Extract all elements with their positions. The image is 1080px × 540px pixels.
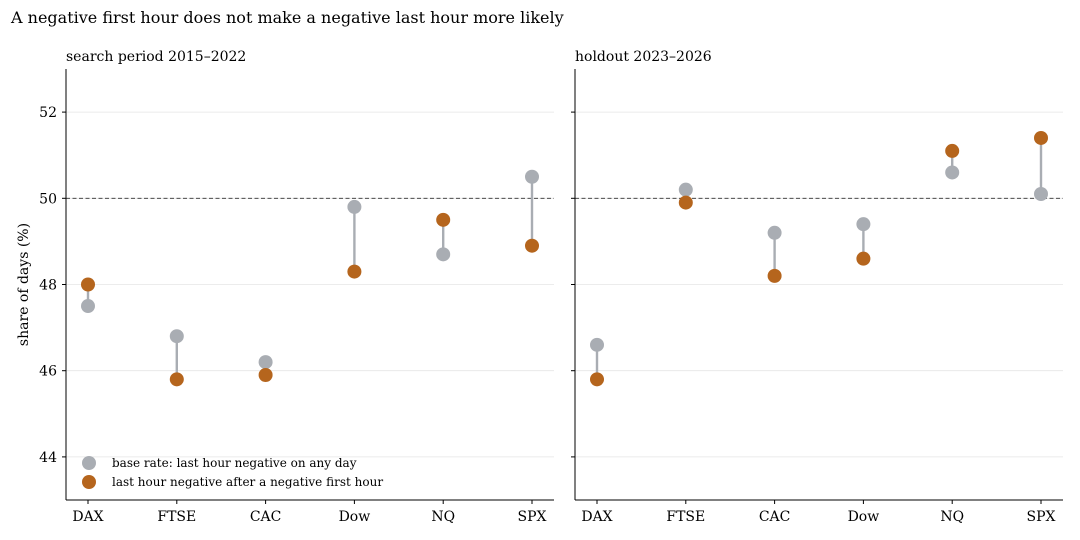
- x-tick-label: Dow: [339, 509, 371, 525]
- legend: base rate: last hour negative on any day…: [82, 456, 383, 489]
- y-tick-label: 52: [39, 105, 57, 121]
- legend-label-conditional: last hour negative after a negative firs…: [112, 475, 383, 489]
- legend-marker-conditional: [82, 475, 96, 489]
- point-conditional-FTSE: [169, 372, 184, 387]
- point-conditional-CAC: [767, 268, 782, 283]
- point-conditional-NQ: [436, 212, 451, 227]
- point-base-NQ: [436, 247, 451, 262]
- x-tick-label: NQ: [940, 509, 964, 525]
- point-base-FTSE: [169, 329, 184, 344]
- point-base-CAC: [258, 355, 273, 370]
- point-conditional-FTSE: [678, 195, 693, 210]
- y-tick-label: 48: [39, 278, 57, 294]
- x-tick-label: DAX: [72, 509, 103, 525]
- point-conditional-DAX: [81, 277, 95, 292]
- panel-title: search period 2015–2022: [66, 49, 246, 65]
- point-conditional-SPX: [1034, 130, 1048, 145]
- y-axis-label: share of days (%): [16, 223, 32, 346]
- x-tick-label: NQ: [431, 509, 455, 525]
- x-tick-label: Dow: [848, 509, 880, 525]
- x-tick-label: FTSE: [157, 509, 196, 525]
- point-base-SPX: [1034, 186, 1048, 201]
- legend-marker-base: [82, 456, 96, 470]
- x-tick-label: FTSE: [666, 509, 705, 525]
- panel-title: holdout 2023–2026: [575, 49, 712, 65]
- point-base-CAC: [767, 225, 782, 240]
- legend-label-base: base rate: last hour negative on any day: [112, 456, 357, 470]
- figure-title: A negative first hour does not make a ne…: [11, 8, 564, 27]
- x-tick-label: DAX: [581, 509, 612, 525]
- x-tick-label: SPX: [1027, 509, 1056, 525]
- panel-1: 44 46 48 50 52 DAX FTSE CAC Dow NQ SPX search perio…: [16, 49, 554, 525]
- point-base-DAX: [590, 337, 604, 352]
- point-conditional-Dow: [856, 251, 871, 266]
- point-base-SPX: [525, 169, 539, 184]
- point-conditional-Dow: [347, 264, 362, 279]
- point-conditional-CAC: [258, 368, 273, 383]
- point-base-Dow: [856, 217, 871, 232]
- point-base-NQ: [945, 165, 960, 180]
- x-tick-label: CAC: [759, 509, 791, 525]
- point-conditional-NQ: [945, 143, 960, 158]
- point-conditional-SPX: [525, 238, 539, 253]
- y-tick-label: 50: [39, 191, 57, 207]
- point-conditional-DAX: [590, 372, 604, 387]
- point-base-DAX: [81, 299, 95, 314]
- x-tick-label: SPX: [518, 509, 547, 525]
- panel-2: DAX FTSE CAC Dow NQ SPX holdout 2023–2026: [571, 49, 1063, 525]
- y-tick-label: 44: [39, 450, 57, 466]
- point-base-FTSE: [678, 182, 693, 197]
- point-base-Dow: [347, 199, 362, 214]
- x-tick-label: CAC: [250, 509, 282, 525]
- y-tick-label: 46: [39, 364, 57, 380]
